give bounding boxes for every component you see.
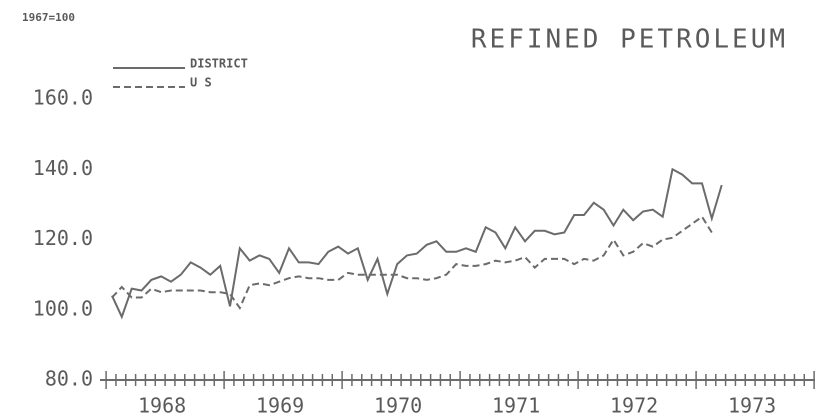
chart-title: REFINED PETROLEUM: [471, 25, 788, 55]
legend-label: U S: [190, 76, 212, 90]
series-line: [111, 167, 723, 320]
x-tick-label: 1972: [610, 394, 658, 416]
chart-subtitle: 1967=100: [22, 11, 75, 24]
x-tick-label: 1971: [492, 394, 540, 416]
y-tick-label: 120.0: [33, 226, 93, 250]
x-tick-label: 1968: [138, 394, 186, 416]
y-tick-label: 80.0: [45, 367, 93, 391]
y-tick-label: 140.0: [33, 156, 93, 180]
x-tick-label: 1969: [256, 394, 304, 416]
series-line: [111, 215, 713, 311]
x-tick-label: 1973: [728, 394, 776, 416]
y-tick-label: 100.0: [33, 296, 93, 320]
y-tick-label: 160.0: [33, 86, 93, 110]
legend-label: DISTRICT: [190, 57, 248, 71]
x-tick-label: 1970: [374, 394, 422, 416]
